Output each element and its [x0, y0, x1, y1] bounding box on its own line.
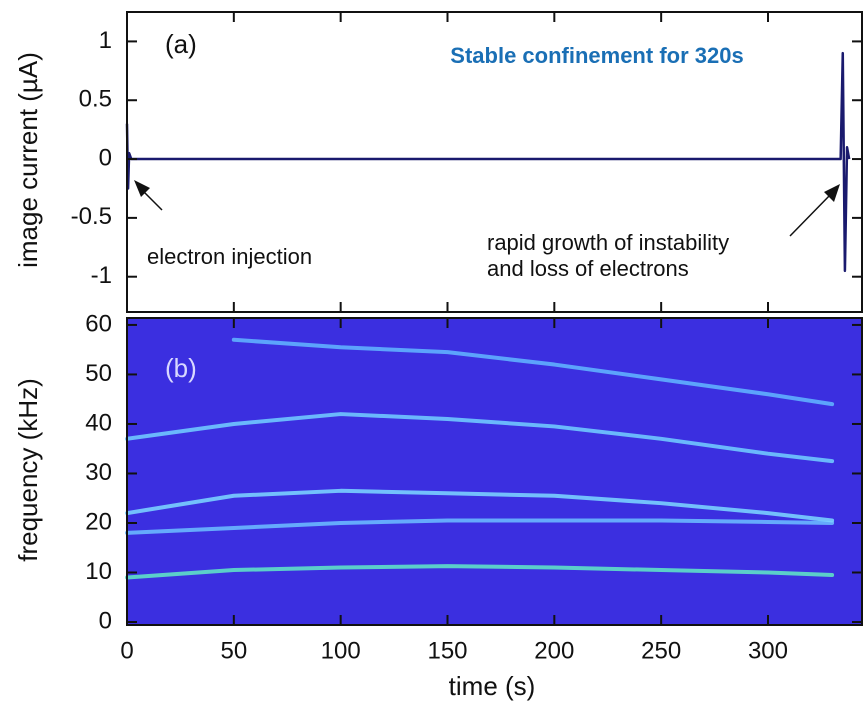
data-line	[125, 488, 835, 523]
annotation: rapid growth of instability	[487, 230, 729, 255]
x-tick-label: 250	[641, 637, 681, 664]
y-axis-label: frequency (kHz)	[13, 378, 43, 562]
y-tick-label: 1	[99, 27, 112, 54]
arrow	[141, 189, 163, 211]
y-tick-label: -1	[91, 262, 112, 289]
spectrogram-background	[127, 318, 862, 625]
x-tick-label: 150	[427, 637, 467, 664]
data-line	[125, 564, 835, 580]
x-tick-label: 200	[534, 637, 574, 664]
data-line	[125, 518, 835, 535]
y-tick-label: 0.5	[79, 86, 112, 113]
arrowhead	[824, 184, 840, 202]
arrow	[789, 192, 833, 237]
y-tick-label: 50	[85, 360, 112, 387]
y-tick-label: 20	[85, 508, 112, 535]
annotation: and loss of electrons	[487, 256, 689, 281]
headline: Stable confinement for 320s	[450, 43, 743, 68]
panel-a-frame	[126, 11, 863, 313]
panel-label: (a)	[165, 29, 197, 59]
y-tick-label: -0.5	[71, 203, 112, 230]
y-axis-label: image current (µA)	[13, 52, 43, 268]
x-tick-label: 50	[220, 637, 247, 664]
panel-b-frame	[126, 317, 863, 626]
x-tick-label: 100	[321, 637, 361, 664]
plots	[125, 51, 851, 580]
panel-label: (b)	[165, 353, 197, 383]
x-tick-label: 300	[748, 637, 788, 664]
x-axis-label: time (s)	[449, 671, 536, 701]
data-line	[231, 337, 835, 407]
y-tick-label: 10	[85, 558, 112, 585]
data-line	[125, 51, 851, 273]
y-tick-label: 0	[99, 144, 112, 171]
data-line	[125, 412, 835, 464]
y-tick-label: 40	[85, 409, 112, 436]
y-tick-label: 60	[85, 310, 112, 337]
annotation: electron injection	[147, 244, 312, 269]
y-tick-label: 30	[85, 459, 112, 486]
x-tick-label: 0	[120, 637, 133, 664]
y-tick-label: 0	[99, 607, 112, 634]
arrowhead	[134, 180, 150, 197]
